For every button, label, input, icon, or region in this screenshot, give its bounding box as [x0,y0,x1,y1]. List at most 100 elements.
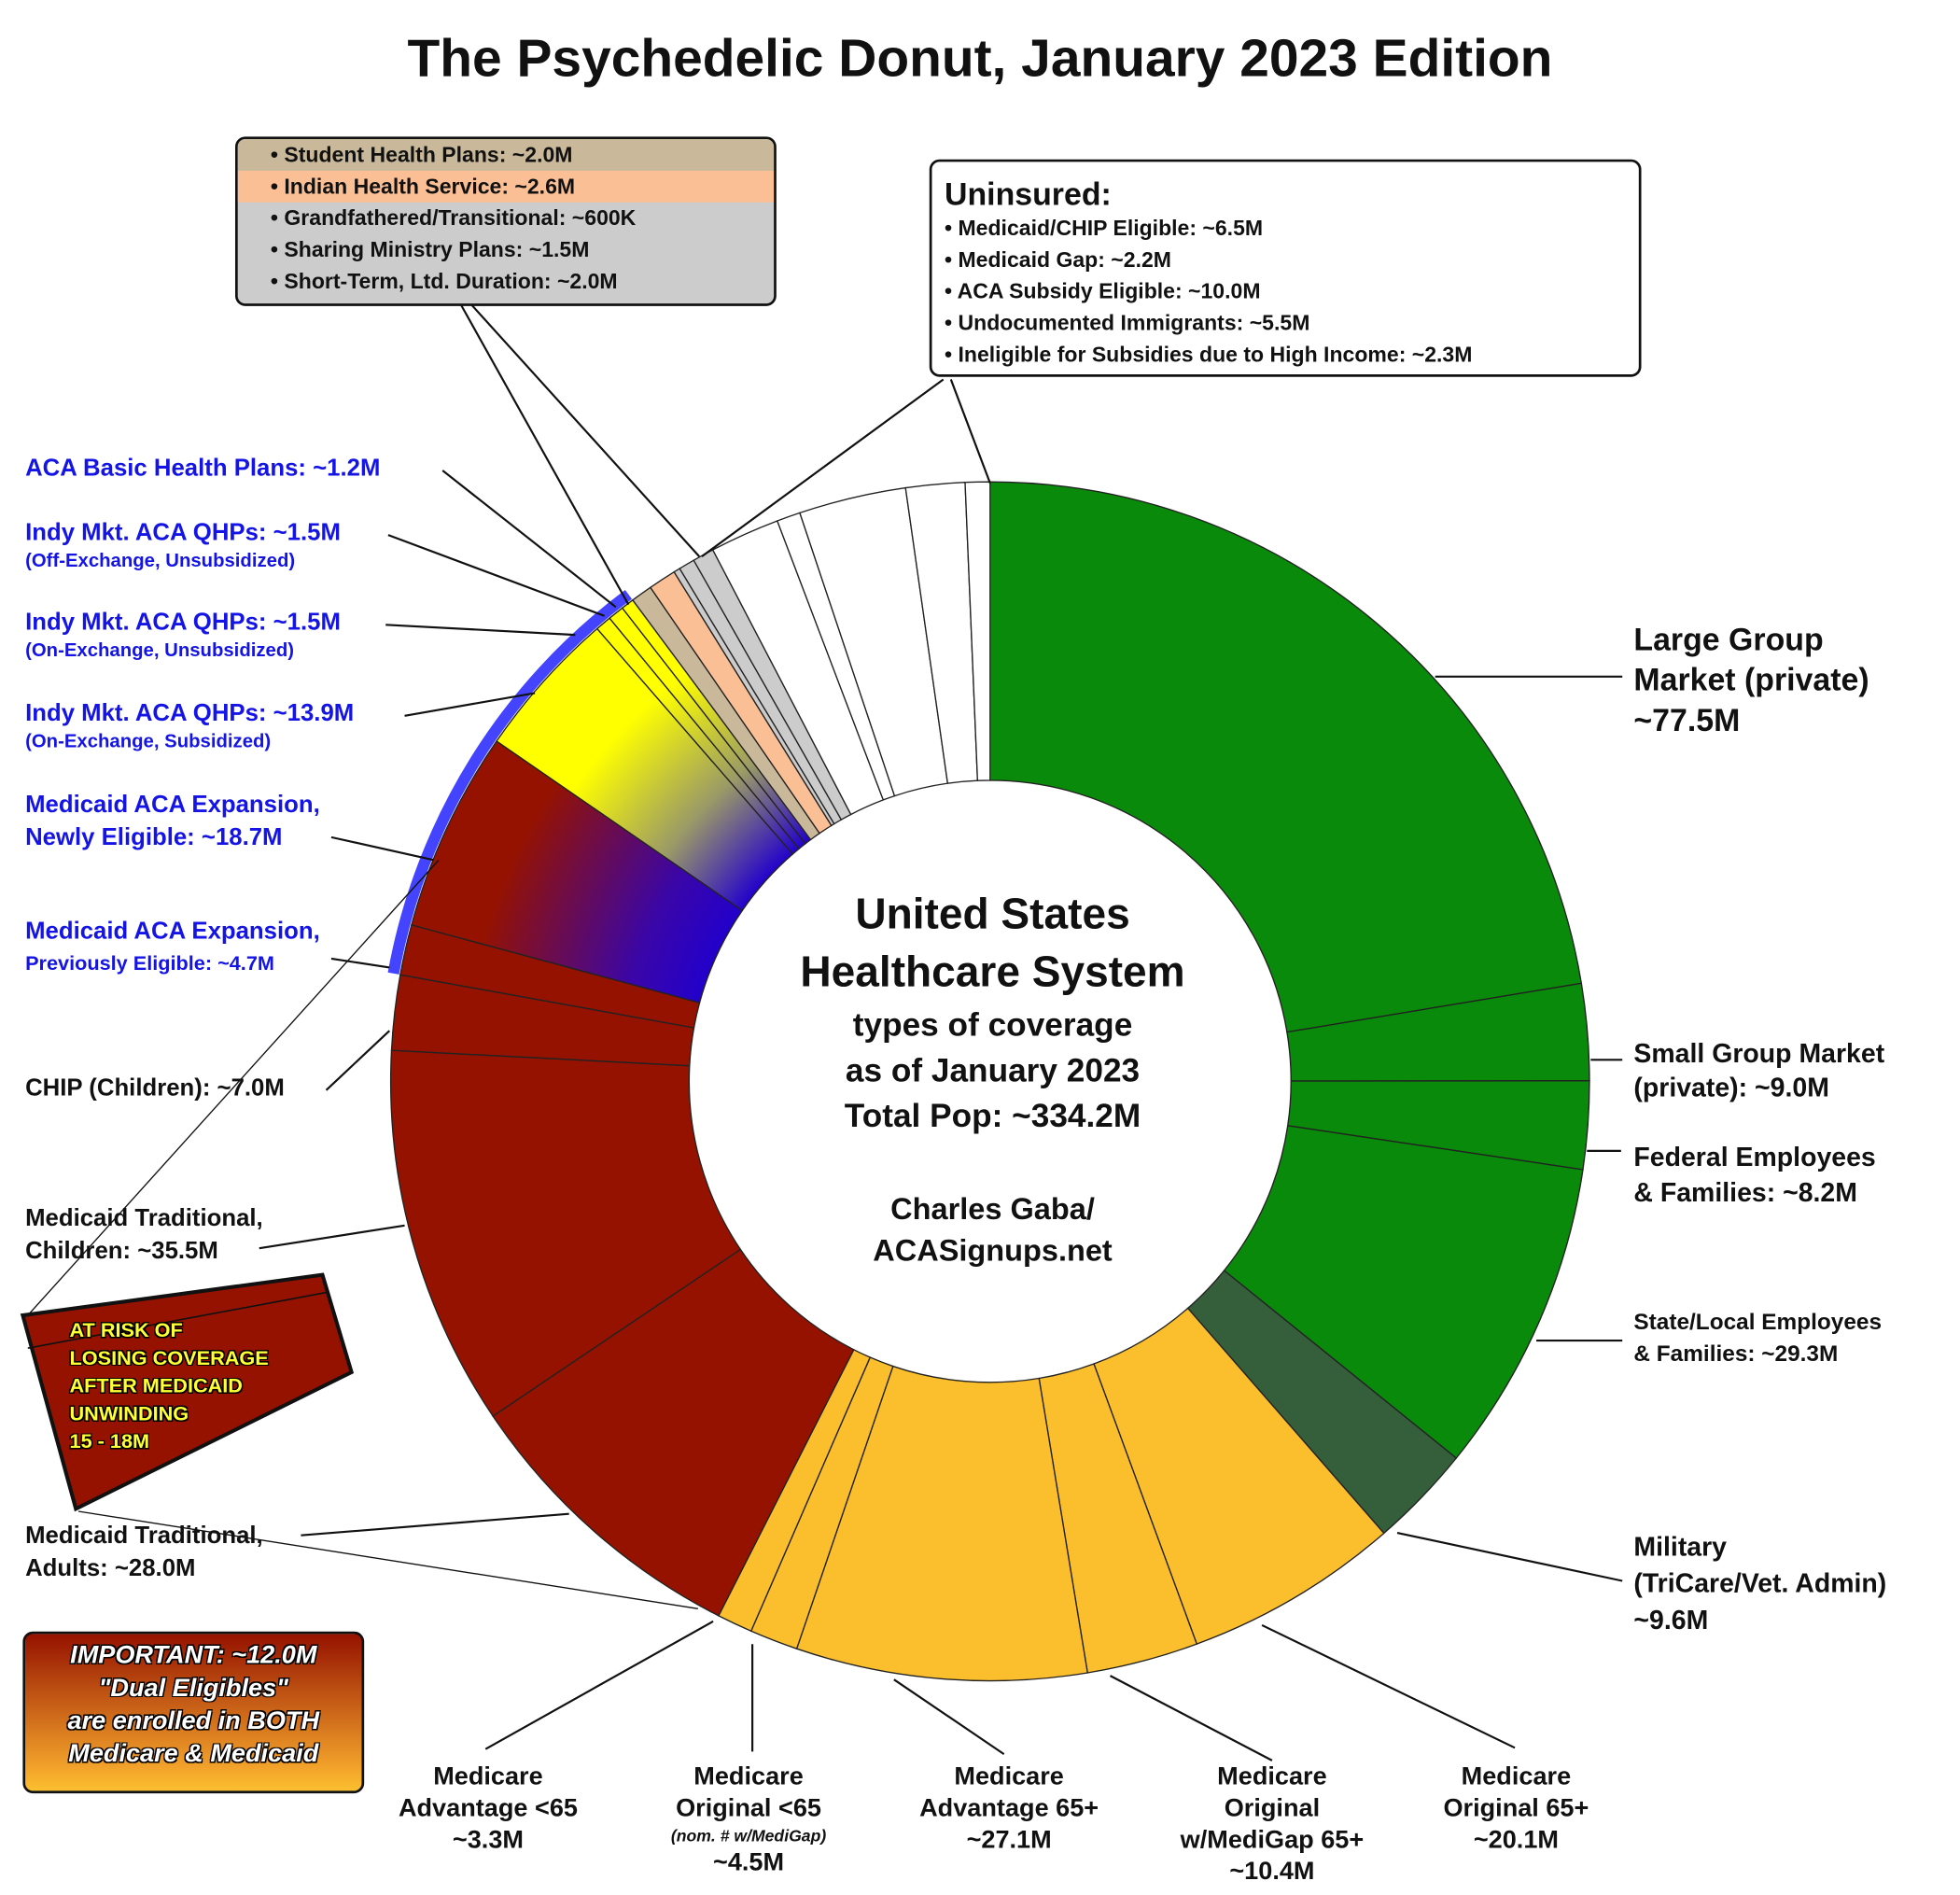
label-line: Large Group [1633,622,1824,658]
label-line: Original [1224,1794,1321,1823]
label-line: Advantage 65+ [919,1794,1099,1823]
label-line: Military [1633,1533,1728,1563]
box-item: • Indian Health Service: ~2.6M [237,170,775,203]
label-line: Medicare [1461,1762,1572,1791]
label-line: Market (private) [1633,662,1869,698]
leader-lines [27,302,1623,1762]
leader-line [1261,1623,1516,1749]
label-federal: Federal Employees & Families: ~8.2M [1633,1141,1875,1212]
note-line: are enrolled in BOTH [67,1706,320,1735]
box-item: • Sharing Ministry Plans: ~1.5M [270,237,590,262]
risk-line: AT RISK OF [69,1320,183,1342]
label-state-local: State/Local Employees & Families: ~29.3M [1633,1307,1882,1370]
label-line: (TriCare/Vet. Admin) [1633,1569,1887,1599]
label-qhp-subsidized: Indy Mkt. ACA QHPs: ~13.9M (On-Exchange,… [25,701,354,757]
dual-eligibles-note: IMPORTANT: ~12.0M "Dual Eligibles" are e… [22,1631,365,1794]
label-line: ~20.1M [1473,1826,1559,1855]
label-line: ~77.5M [1633,703,1741,739]
label-line: ~9.6M [1633,1606,1709,1635]
credit-line: Charles Gaba/ [890,1192,1095,1228]
label-line: (On-Exchange, Subsidized) [25,731,272,753]
label-line: Medicare [1217,1762,1327,1791]
label-line: (On-Exchange, Unsubsidized) [25,639,295,662]
leader-line [27,859,440,1316]
leader-line [325,1030,391,1091]
label-line: Indy Mkt. ACA QHPs: ~13.9M [25,700,355,728]
center-line: as of January 2023 [845,1050,1141,1089]
risk-line: 15 - 18M [69,1431,150,1453]
slice-medicaid-traditional-children [390,1049,742,1417]
leader-line [387,534,605,617]
label-line: ~10.4M [1229,1858,1315,1887]
slice-uninsured-ineligible-for-subsidies-due-to-high-income [964,481,991,781]
label-original-under-65: Medicare Original <65 (nom. # w/MediGap)… [671,1762,826,1879]
label-line: ~3.3M [452,1826,524,1855]
slice-large-group-market-private [989,481,1583,1033]
label-line: Medicaid ACA Expansion, [25,792,320,819]
label-line: State/Local Employees [1633,1309,1883,1335]
leader-line [301,1512,569,1537]
leader-line [484,1620,714,1750]
leader-line [469,302,701,557]
label-expansion-previously-eligible: Medicaid ACA Expansion, Previously Eligi… [25,916,320,981]
note-line: IMPORTANT: ~12.0M [70,1641,317,1670]
note-line: "Dual Eligibles" [98,1674,288,1703]
slices [387,481,1590,1682]
box-item: • Medicaid/CHIP Eligible: ~6.5M [945,216,1264,241]
box-item: • Short-Term, Ltd. Duration: ~2.0M [270,269,618,294]
other-coverage-box: • Student Health Plans: ~2.0M • Indian H… [234,136,777,306]
label-line: & Families: ~8.2M [1633,1178,1857,1208]
uninsured-heading: Uninsured: [945,176,1112,213]
label-line: Medicare [433,1762,543,1791]
label-qhp-off-exchange-unsubsidized: Indy Mkt. ACA QHPs: ~1.5M (Off-Exchange,… [25,520,341,576]
center-subtitle: types of coverage as of January 2023 Tot… [689,1002,1295,1138]
label-qhp-on-exchange-unsubsidized: Indy Mkt. ACA QHPs: ~1.5M (On-Exchange, … [25,610,341,666]
label-medicare-original-65: Medicare Original 65+ ~20.1M [1443,1762,1589,1857]
label-line: Children: ~35.5M [25,1238,218,1265]
label-basic-health-plans: ACA Basic Health Plans: ~1.2M [25,455,381,483]
box-item: • Student Health Plans: ~2.0M [237,139,775,171]
at-risk-divider [27,1291,327,1350]
leader-line [949,379,991,484]
label-medigap: Medicare Original w/MediGap 65+ ~10.4M [1181,1762,1365,1888]
label-line: Medicaid ACA Expansion, [25,918,320,946]
label-military: Military (TriCare/Vet. Admin) ~9.6M [1633,1529,1886,1639]
label-line: Medicaid Traditional, [25,1205,263,1232]
label-line: ~27.1M [966,1826,1052,1855]
label-line: Newly Eligible: ~18.7M [25,824,283,851]
label-line: Adults: ~28.0M [25,1555,196,1582]
leader-line [459,302,630,606]
at-risk-text: AT RISK OF LOSING COVERAGE AFTER MEDICAI… [70,1318,269,1457]
label-line: Small Group Market [1633,1039,1885,1069]
leader-line [441,470,617,609]
box-item: • Medicaid Gap: ~2.2M [945,247,1171,273]
label-medicaid-adults: Medicaid Traditional, Adults: ~28.0M [25,1520,263,1585]
credit-line: ACASignups.net [873,1234,1113,1269]
label-line: (private): ~9.0M [1633,1074,1829,1103]
risk-line: UNWINDING [69,1403,189,1425]
note-line: Medicare & Medicaid [68,1740,319,1769]
risk-line: LOSING COVERAGE [69,1348,269,1370]
leader-line [1110,1675,1273,1762]
slice-state-local-employees-families [1223,1125,1584,1459]
label-line: w/MediGap 65+ [1180,1826,1365,1855]
label-line: Medicare [693,1762,804,1791]
credit: Charles Gaba/ ACASignups.net [689,1189,1295,1272]
label-line: (Off-Exchange, Unsubsidized) [25,550,296,572]
leader-line [893,1678,1005,1756]
label-line: Original <65 [676,1794,821,1823]
label-advantage-under-65: Medicare Advantage <65 ~3.3M [399,1762,578,1857]
center-title: United States Healthcare System [689,885,1295,1002]
label-large-group: Large Group Market (private) ~77.5M [1633,620,1869,741]
leader-line [404,692,536,717]
label-expansion-newly-eligible: Medicaid ACA Expansion, Newly Eligible: … [25,789,320,854]
leader-line [77,1510,698,1609]
label-line: Indy Mkt. ACA QHPs: ~1.5M [25,519,341,547]
leader-line [259,1224,405,1250]
leader-line [330,957,390,969]
leader-line [385,624,576,637]
chart-title: The Psychedelic Donut, January 2023 Edit… [407,27,1553,88]
label-chip: CHIP (Children): ~7.0M [25,1074,285,1102]
